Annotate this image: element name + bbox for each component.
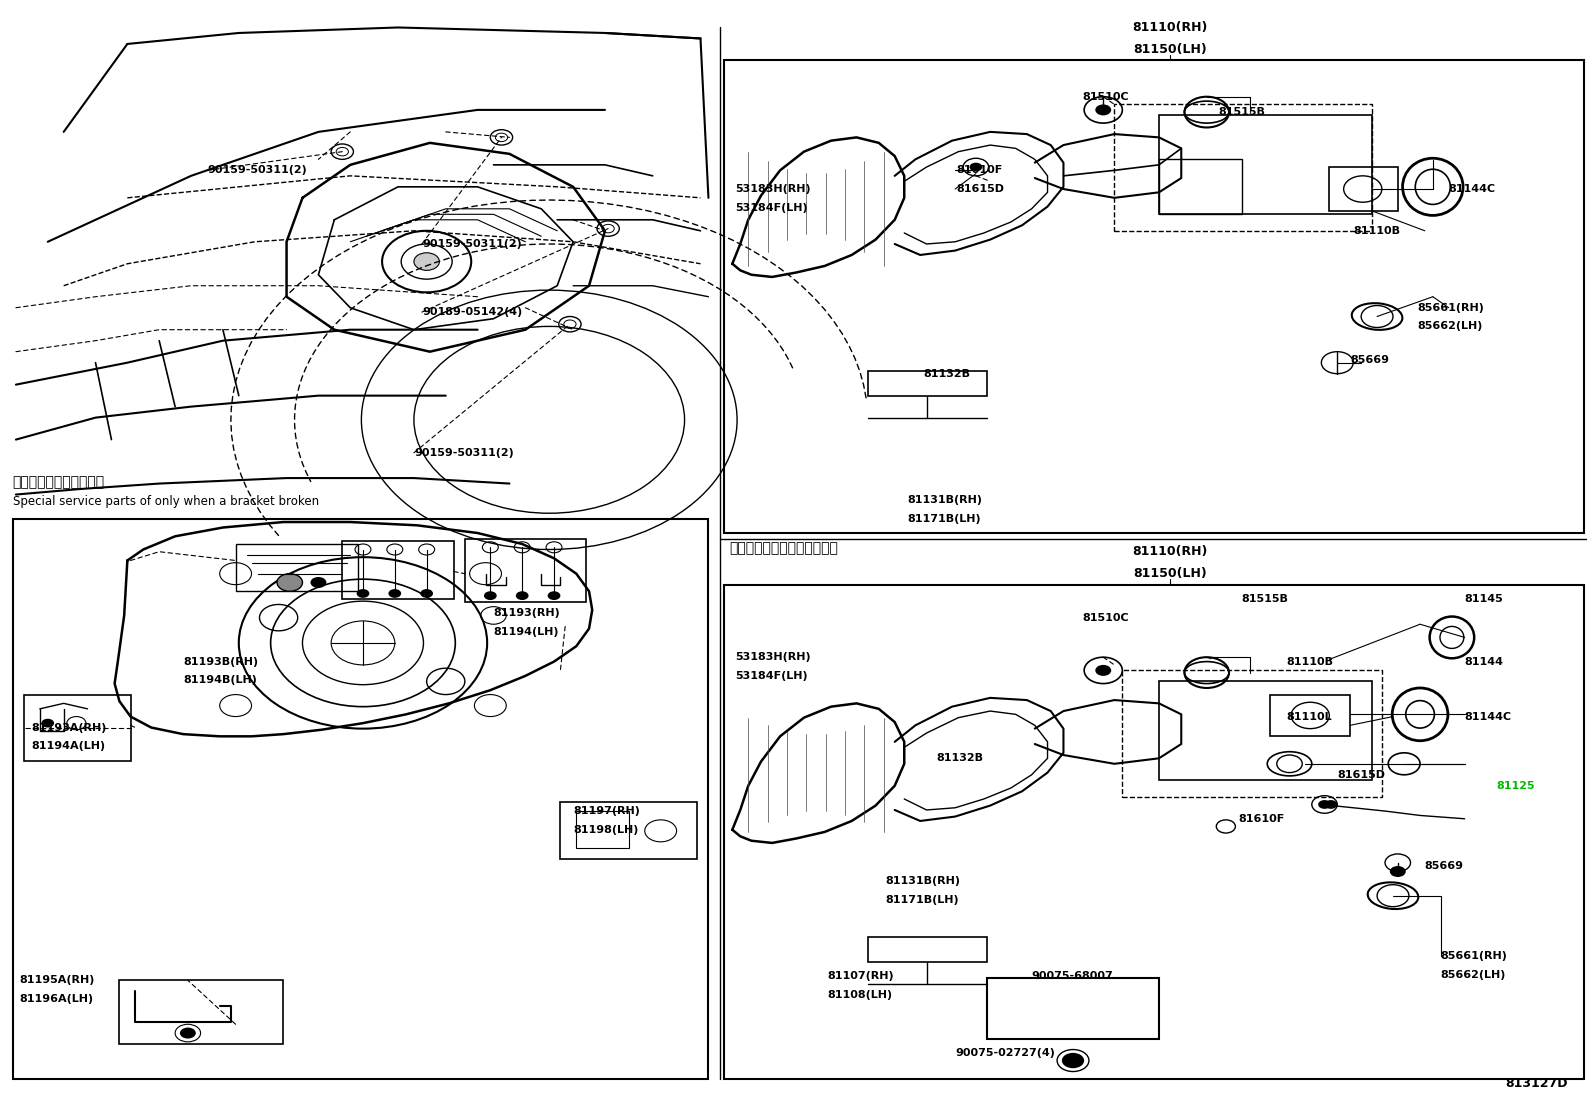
Circle shape	[970, 163, 982, 171]
Text: 81515B: 81515B	[1218, 107, 1264, 118]
Text: 81144C: 81144C	[1449, 184, 1496, 195]
Text: 81194(LH): 81194(LH)	[494, 626, 559, 637]
Text: 90159-50311(2): 90159-50311(2)	[207, 165, 307, 176]
Text: 81110B: 81110B	[1286, 656, 1334, 667]
Bar	[560, 802, 697, 859]
Text: 81110(RH): 81110(RH)	[1132, 545, 1208, 558]
Bar	[24, 695, 131, 761]
Bar	[724, 60, 1584, 533]
Text: 81132B: 81132B	[923, 368, 971, 379]
Circle shape	[548, 591, 560, 600]
Circle shape	[180, 1028, 196, 1039]
Text: 81515B: 81515B	[1242, 593, 1288, 604]
Bar	[1270, 695, 1350, 736]
Bar	[1329, 167, 1398, 211]
Bar	[987, 978, 1159, 1039]
Circle shape	[1318, 800, 1331, 809]
Text: 81125: 81125	[1496, 780, 1535, 791]
Text: Special service parts of only when a bracket broken: Special service parts of only when a bra…	[13, 495, 318, 508]
Text: 81131B(RH): 81131B(RH)	[885, 876, 960, 887]
Text: 81194B(LH): 81194B(LH)	[183, 675, 256, 686]
Text: 81195A(RH): 81195A(RH)	[19, 975, 94, 986]
Text: 90159-50311(2): 90159-50311(2)	[414, 447, 514, 458]
Text: 81194A(LH): 81194A(LH)	[32, 741, 107, 752]
Bar	[868, 371, 987, 396]
Text: 53183H(RH): 53183H(RH)	[736, 652, 812, 663]
Text: 81615D: 81615D	[957, 184, 1005, 195]
Text: 85661(RH): 85661(RH)	[1417, 302, 1484, 313]
Text: 813127D: 813127D	[1506, 1077, 1568, 1090]
Text: 81144: 81144	[1465, 656, 1503, 667]
Text: 81110L: 81110L	[1286, 711, 1333, 722]
Bar	[13, 519, 708, 1079]
Text: 85669: 85669	[1425, 861, 1463, 872]
Text: 81610F: 81610F	[1239, 813, 1285, 824]
Text: 90189-05142(4): 90189-05142(4)	[422, 307, 522, 318]
Bar	[1159, 115, 1372, 214]
Bar	[119, 980, 283, 1044]
Text: 81131B(RH): 81131B(RH)	[907, 495, 982, 506]
Text: 81171B(LH): 81171B(LH)	[885, 895, 958, 906]
Text: 90159-50311(2): 90159-50311(2)	[422, 238, 522, 249]
Circle shape	[1325, 800, 1337, 809]
Bar	[1122, 670, 1382, 797]
Text: 53184F(LH): 53184F(LH)	[736, 670, 809, 681]
Text: 85662(LH): 85662(LH)	[1417, 321, 1482, 332]
Circle shape	[1095, 104, 1111, 115]
Circle shape	[277, 574, 302, 591]
Text: 53184F(LH): 53184F(LH)	[736, 202, 809, 213]
Text: 車両取付部の補修用部品: 車両取付部の補修用部品	[13, 475, 105, 489]
Text: 81193B(RH): 81193B(RH)	[183, 656, 258, 667]
Text: 81193(RH): 81193(RH)	[494, 608, 560, 619]
Bar	[1114, 104, 1372, 231]
Bar	[465, 539, 586, 602]
Circle shape	[41, 719, 54, 728]
Text: 81107(RH): 81107(RH)	[828, 970, 895, 981]
Circle shape	[357, 589, 369, 598]
Text: 85662(LH): 85662(LH)	[1441, 969, 1506, 980]
Circle shape	[388, 589, 401, 598]
Text: 81150(LH): 81150(LH)	[1134, 567, 1207, 580]
Text: 81615D: 81615D	[1337, 769, 1385, 780]
Circle shape	[484, 591, 497, 600]
Bar	[576, 811, 629, 848]
Text: 81110B: 81110B	[1353, 225, 1401, 236]
Bar	[1159, 681, 1372, 780]
Bar	[868, 937, 987, 962]
Text: 81108(LH): 81108(LH)	[828, 989, 893, 1000]
Text: 81144C: 81144C	[1465, 711, 1512, 722]
Circle shape	[310, 577, 326, 588]
Text: 81196A(LH): 81196A(LH)	[19, 993, 94, 1004]
Text: 90075-02727(4): 90075-02727(4)	[955, 1047, 1055, 1058]
Text: 81510C: 81510C	[1083, 612, 1129, 623]
Circle shape	[414, 253, 439, 270]
Circle shape	[516, 591, 529, 600]
Text: 81197(RH): 81197(RH)	[573, 806, 640, 817]
Text: 53183H(RH): 53183H(RH)	[736, 184, 812, 195]
Text: ディスチャージヘッドランプ: ディスチャージヘッドランプ	[729, 541, 837, 555]
Circle shape	[1062, 1053, 1084, 1068]
Text: 90075-68007: 90075-68007	[1032, 970, 1113, 981]
Text: 81145: 81145	[1465, 593, 1503, 604]
Circle shape	[420, 589, 433, 598]
Text: 81198(LH): 81198(LH)	[573, 824, 638, 835]
Text: 81510C: 81510C	[1083, 91, 1129, 102]
Circle shape	[1095, 665, 1111, 676]
Text: 81150(LH): 81150(LH)	[1134, 43, 1207, 56]
Text: 81110(RH): 81110(RH)	[1132, 21, 1208, 34]
Text: 85669: 85669	[1350, 355, 1388, 366]
Text: 81610F: 81610F	[957, 165, 1003, 176]
Text: 81132B: 81132B	[936, 753, 984, 764]
Text: 81171B(LH): 81171B(LH)	[907, 513, 981, 524]
Circle shape	[1390, 866, 1406, 877]
Bar	[1159, 159, 1242, 214]
Text: 85661(RH): 85661(RH)	[1441, 951, 1508, 962]
Bar	[236, 544, 358, 591]
Text: 81193A(RH): 81193A(RH)	[32, 722, 107, 733]
Bar	[342, 541, 454, 599]
Bar	[724, 585, 1584, 1079]
